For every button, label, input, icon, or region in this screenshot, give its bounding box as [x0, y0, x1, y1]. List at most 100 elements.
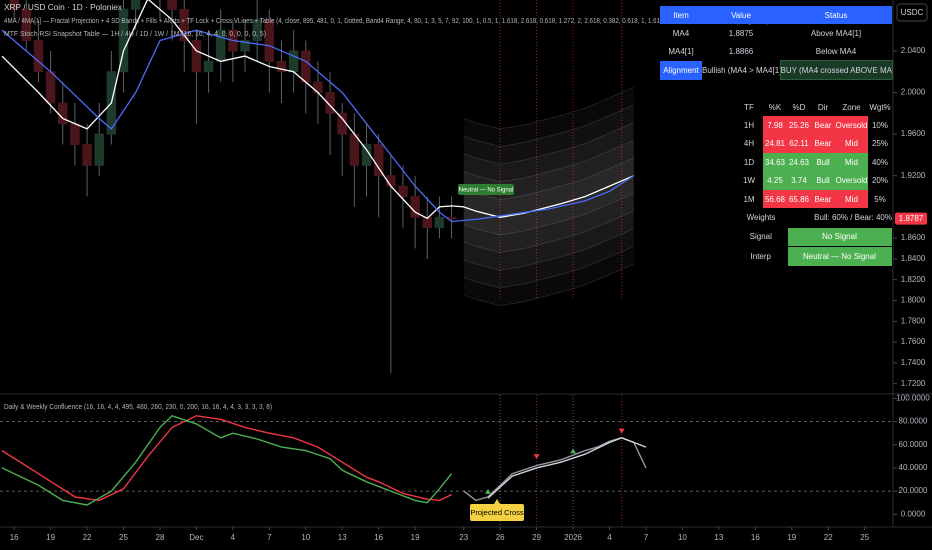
- table-row: 1M 56.68 65.86 Bear Mid 5%: [735, 189, 892, 209]
- currency-button[interactable]: [896, 3, 928, 22]
- x-tick-label: 10: [678, 533, 687, 542]
- table-row: Interp Neutral — No Signal: [735, 246, 893, 267]
- table-cell: 1W: [743, 176, 755, 186]
- table-cell: 34.63: [763, 153, 787, 172]
- band-line: [463, 140, 634, 183]
- candle-body: [325, 92, 335, 114]
- x-tick-label: 16: [374, 533, 383, 542]
- y-tick-label: 2.0000: [901, 88, 926, 97]
- table-cell: %D: [792, 102, 806, 112]
- x-tick-label: 13: [338, 533, 347, 542]
- y-tick-label: 0.0000: [901, 509, 926, 518]
- projection-label-box: [470, 504, 524, 521]
- candle-body: [94, 133, 104, 166]
- cross-marker: [570, 448, 577, 454]
- candle-body: [130, 0, 141, 10]
- x-tick-label: Dec: [189, 533, 203, 542]
- table-row: 1D 34.63 24.63 Bull Mid 40%: [735, 153, 892, 172]
- candle-body: [58, 102, 68, 125]
- y-tick-label: 1.7800: [901, 316, 926, 325]
- table-cell: Oversold: [835, 171, 868, 190]
- table-cell: Oversold: [835, 116, 868, 135]
- table-cell: Above MA4[1]: [810, 28, 862, 38]
- table-cell: 7.98: [763, 116, 787, 135]
- x-tick-label: 19: [46, 533, 55, 542]
- candle-body: [337, 112, 347, 135]
- oscillator-pane: [0, 395, 893, 527]
- table-cell: 20%: [871, 176, 888, 186]
- candle-body: [264, 19, 275, 62]
- table-row: Signal No Signal: [735, 226, 893, 248]
- y-tick-label: 2.0400: [901, 46, 926, 55]
- x-tick-label: 25: [860, 533, 869, 542]
- x-tick-label: 16: [751, 533, 760, 542]
- table-cell: 56.68: [763, 189, 787, 209]
- x-tick-label: 19: [787, 533, 796, 542]
- y-tick-label: 1.7600: [901, 337, 926, 346]
- table-cell: %K: [768, 102, 782, 112]
- currency-label[interactable]: USDC: [901, 8, 924, 17]
- table-cell: TF: [744, 102, 754, 112]
- table-cell: 40%: [871, 157, 888, 167]
- x-tick-label: 22: [824, 533, 833, 542]
- table-cell: 5%: [874, 194, 886, 204]
- candle-body: [288, 50, 299, 73]
- x-tick-label: 2026: [564, 533, 582, 542]
- candle-body: [434, 216, 445, 229]
- y-tick-label: 100.0000: [896, 394, 930, 403]
- y-tick-label: 80.0000: [899, 417, 928, 426]
- table-row: Alignment Bullish (MA4 > MA4[1]) BUY (MA4 …: [660, 60, 893, 80]
- table-cell: 24.81: [763, 134, 787, 154]
- band-line: [463, 263, 634, 307]
- line: [1, 0, 635, 220]
- band-line: [463, 86, 634, 130]
- x-tick-label: 7: [644, 533, 649, 542]
- table-cell: Bull: 60% / Bear: 40%: [814, 213, 892, 223]
- y-tick-label: 1.9600: [901, 129, 926, 138]
- candle-body: [398, 185, 408, 198]
- table-cell: Below MA4: [815, 46, 857, 56]
- band-fill: [464, 87, 634, 305]
- candle-body: [70, 123, 80, 146]
- table-cell: 24.63: [787, 153, 811, 172]
- indicator-legend: MTF Stoch RSI Snapshot Table — 1H / 4H /…: [4, 29, 266, 38]
- y-tick-label: 1.8000: [901, 296, 926, 305]
- table-cell: BUY (MA4 crossed ABOVE MA4[1]): [779, 60, 893, 80]
- table-cell: 1M: [743, 194, 755, 204]
- y-tick-label: 1.9200: [901, 171, 926, 180]
- candle-body: [361, 144, 372, 166]
- table-cell: No Signal: [786, 226, 893, 248]
- table-cell: 4H: [743, 139, 755, 149]
- line: [1, 415, 453, 506]
- table-cell: Item: [660, 6, 702, 24]
- x-tick-label: 25: [119, 533, 128, 542]
- y-tick-label: 1.8600: [901, 233, 926, 242]
- table-row: MA4[1] 1.8866 Below MA4: [660, 42, 892, 61]
- table-cell: Zone: [842, 102, 861, 112]
- x-tick-label: 26: [496, 533, 505, 542]
- y-tick-label: 20.0000: [899, 486, 928, 495]
- y-tick-label: 60.0000: [899, 440, 928, 449]
- candle-body: [301, 50, 311, 83]
- table-cell: Mid: [835, 153, 868, 172]
- candle-body: [313, 81, 323, 94]
- table-cell: Bear: [811, 189, 835, 209]
- table-row: Weights Bull: 60% / Bear: 40%: [735, 208, 892, 227]
- table-cell: 1D: [743, 157, 755, 167]
- x-tick-label: 28: [156, 533, 165, 542]
- table-cell: 4.25: [763, 171, 787, 190]
- table-cell: Bull: [811, 153, 835, 172]
- candle-body: [45, 71, 56, 104]
- table-cell: 25%: [871, 139, 888, 149]
- label-pointer: [494, 499, 500, 504]
- x-tick-label: 7: [267, 533, 272, 542]
- band-line: [463, 228, 634, 271]
- candle-body: [82, 144, 92, 166]
- table-cell: Weights: [746, 213, 776, 223]
- table-cell: Value: [702, 6, 780, 24]
- x-tick-label: 4: [231, 533, 236, 542]
- candle-body: [422, 216, 433, 229]
- line: [1, 415, 452, 502]
- candle-body: [252, 19, 262, 42]
